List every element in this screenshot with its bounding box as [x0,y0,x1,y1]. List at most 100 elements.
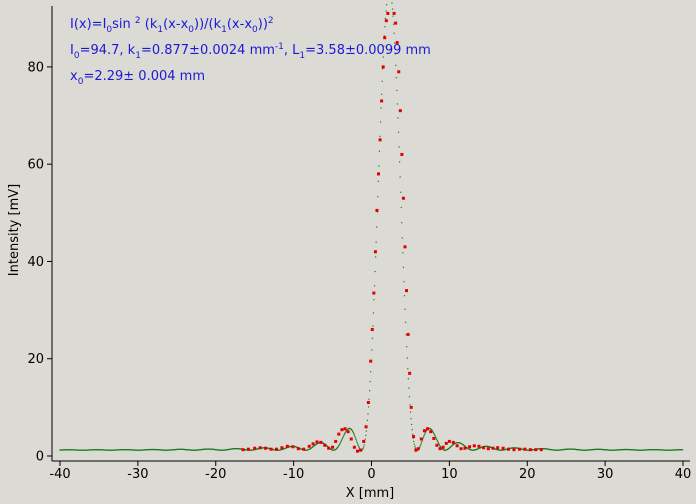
fit-point [413,440,415,443]
data-point [258,446,262,450]
data-point [264,446,268,450]
data-point [369,359,373,363]
data-point [534,448,538,452]
data-point [359,448,363,452]
fit-point [433,434,436,436]
fit-point [370,371,372,373]
fit-point [337,445,340,447]
fit-point [367,413,369,415]
fit-point [351,429,353,432]
fit-point [338,444,340,446]
fit-point [394,42,396,44]
data-point [395,41,399,45]
fit-point [336,447,339,449]
data-point [349,437,353,441]
x-tick-label: -20 [205,467,226,482]
data-point [384,19,388,23]
fit-point [367,406,370,408]
fit-point [340,441,342,443]
fit-point [380,107,382,109]
data-point [285,444,289,448]
data-point [496,446,500,450]
fit-point [406,346,408,348]
data-point [274,447,278,451]
fit-point [393,23,395,25]
data-point [355,449,359,453]
fit-point [362,447,364,449]
data-point [253,446,257,450]
fit-point [374,270,376,273]
y-tick-label: 80 [27,60,44,75]
data-point [414,448,418,452]
data-point [412,435,416,439]
y-tick-label: 20 [27,352,44,367]
data-point [472,444,476,448]
fit-point [357,443,359,445]
fit-point [424,432,426,434]
data-point [337,432,341,436]
fit-point [400,206,402,209]
fit-point [400,191,402,193]
fit-point [345,431,347,433]
fit-point [395,77,397,79]
data-point [501,446,505,450]
fit-point [407,378,409,380]
y-axis-label: Intensity [mV] [7,184,22,276]
data-point [311,442,315,446]
data-point [517,447,521,451]
data-point [327,446,331,450]
data-point [486,447,490,451]
fit-point [408,396,411,398]
fit-point [422,436,425,438]
fit-point [377,180,379,182]
fit-point [382,56,384,58]
fit-point [438,443,440,445]
fit-point [382,68,384,70]
fit-point [422,437,424,439]
data-point [331,445,335,449]
fit-point [351,429,353,431]
fit-point [423,434,425,436]
data-point [346,430,350,434]
data-point [340,428,344,432]
fit-point [341,437,343,440]
data-point [386,11,390,15]
fit-point [373,285,376,287]
fit-point [363,446,365,448]
fit-point [414,445,416,447]
fit-point [375,241,377,243]
fit-point [343,433,346,435]
formula-annotation: I(x)=I0sin 2 (k1(x-x0))/(k1(x-x0))2 [70,16,274,35]
fit-point [407,368,409,370]
fit-point [354,435,356,437]
fit-point [434,435,436,437]
data-point [403,245,407,249]
data-point [438,447,442,451]
fit-point [371,349,373,351]
data-point [377,172,381,176]
fit-point [391,2,393,4]
fit-point [432,432,435,434]
data-point [370,328,374,332]
data-point [352,445,356,449]
data-point [373,250,377,254]
fit-point [419,446,421,448]
fit-point [376,226,378,228]
fit-point [385,10,387,12]
x-tick-label: 20 [519,467,536,482]
data-point [447,439,451,443]
data-point [375,208,379,212]
fit-point [394,53,396,55]
data-point [315,440,319,444]
fit-point [436,438,438,441]
fit-point [378,150,381,152]
fit-parameters-annotation: I0=94.7, k1=0.877±0.0024 mm-1, L1=3.58±0… [70,42,431,61]
fit-point [413,443,415,445]
fit-point [363,444,365,446]
data-point [394,21,398,25]
fit-point [434,436,437,438]
fit-point [403,281,405,283]
fit-point [421,440,423,442]
fit-point [364,438,366,440]
fit-point [355,438,357,440]
